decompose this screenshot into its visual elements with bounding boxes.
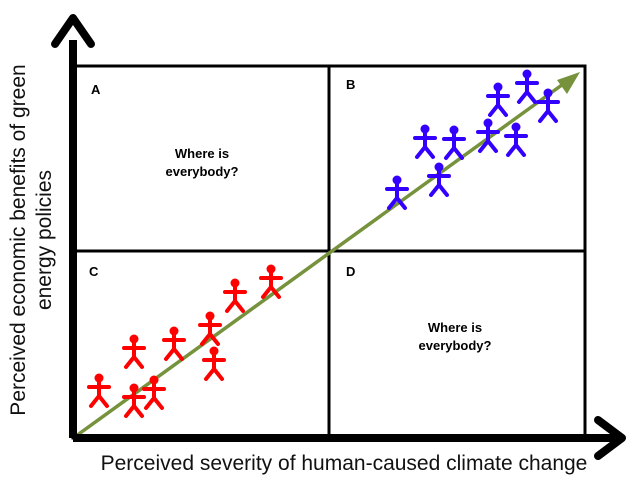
blue-people-group [385,69,560,210]
quadrant-D-text-line1: Where is [427,320,483,335]
person-icon [198,311,222,346]
person-icon [385,175,409,210]
x-axis-arrow-head-icon [594,416,626,460]
trend-arrow-head-icon [557,72,580,94]
quadrant-A-text-line2: everybody? [165,164,239,179]
person-icon [202,346,226,381]
x-axis-label: Perceived severity of human-caused clima… [100,452,588,475]
person-icon [413,124,437,159]
red-people-group [87,264,283,418]
person-icon [223,278,247,313]
person-icon [476,118,500,153]
quadrant-label-D: D [346,264,356,279]
x-axis [73,416,626,460]
person-icon [122,383,146,418]
quadrant-label-C: C [89,264,99,279]
quadrant-D-text-line2: everybody? [418,338,492,353]
person-icon [87,373,111,408]
y-axis-label-wrap: Perceived economic benefits of green ene… [0,40,64,440]
person-icon [515,69,539,104]
person-icon [122,334,146,369]
trend-line [74,72,580,438]
quadrant-A-text-line1: Where is [174,146,230,161]
quadrant-label-A: A [91,82,101,97]
person-icon [162,326,186,361]
quadrant-label-B: B [346,77,356,92]
person-icon [427,162,451,197]
person-icon [442,125,466,160]
person-icon [259,264,283,299]
person-icon [486,82,510,117]
person-icon [142,375,166,410]
person-icon [536,88,560,123]
quadrant-A-text: Where is everybody? [132,145,272,181]
quadrant-D-text: Where is everybody? [385,319,525,355]
y-axis [51,14,95,438]
person-icon [504,122,528,157]
y-axis-arrow-head-icon [51,14,95,48]
y-axis-label: Perceived economic benefits of green ene… [7,64,56,416]
